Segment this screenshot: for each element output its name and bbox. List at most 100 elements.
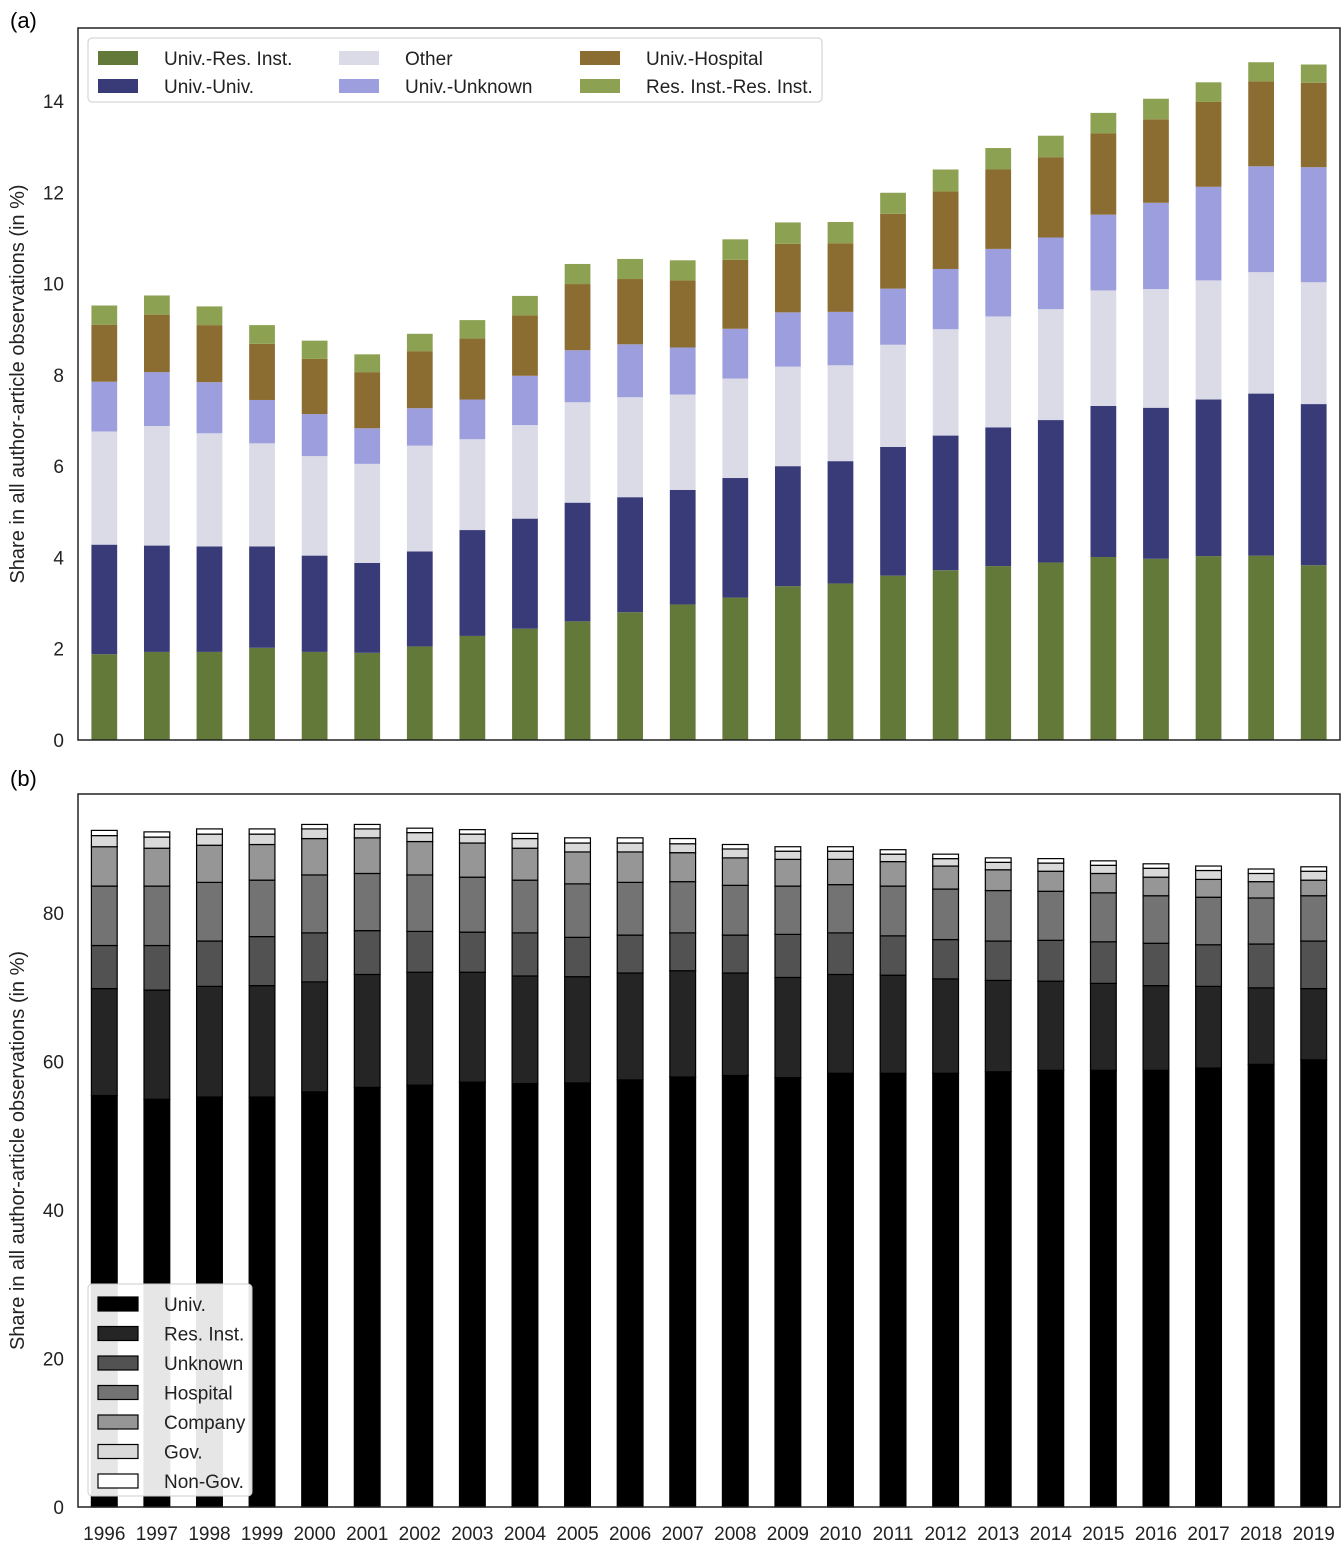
x-tick-label: 2013 (977, 1524, 1019, 1545)
bar-hospital-2009 (774, 885, 802, 935)
bar-other-2013 (985, 316, 1012, 428)
bar-hospital-2008 (721, 884, 749, 936)
bar-non-gov-2011 (879, 849, 907, 855)
bar-univ-unknown-1999 (249, 399, 275, 444)
bar-res-inst-res-inst-2019 (1300, 64, 1327, 83)
y-tick-label: 4 (53, 548, 64, 569)
bar-univ-2003 (458, 1081, 486, 1508)
bar-univ-hospital-1998 (196, 325, 223, 383)
bar-other-2000 (301, 456, 328, 556)
bar-univ-univ-2004 (512, 518, 538, 629)
bar-non-gov-2012 (932, 853, 960, 860)
bar-univ-res-inst-2001 (354, 652, 381, 740)
bar-non-gov-2006 (616, 837, 644, 844)
bar-gov-2017 (1195, 869, 1223, 881)
bar-company-2010 (826, 858, 854, 886)
legend-swatch-non-gov (97, 1473, 139, 1489)
bar-res-inst-res-inst-2017 (1195, 82, 1222, 102)
bar-univ-hospital-2000 (301, 358, 328, 415)
bar-company-2004 (511, 847, 539, 881)
bar-univ-2011 (879, 1072, 907, 1508)
bar-univ-unknown-2002 (406, 408, 433, 446)
bar-univ-res-inst-2015 (1090, 556, 1117, 740)
legend-box (87, 37, 823, 103)
bar-univ-unknown-2003 (459, 399, 486, 440)
bar-hospital-2001 (353, 872, 381, 932)
bar-company-2019 (1300, 879, 1328, 897)
bar-univ-hospital-2001 (354, 372, 381, 429)
bar-gov-2007 (669, 843, 697, 854)
bar-non-gov-2005 (564, 837, 592, 844)
bar-non-gov-1998 (195, 828, 223, 835)
y-tick-label: 20 (43, 1349, 64, 1370)
bar-company-2018 (1247, 881, 1275, 899)
bar-company-1999 (248, 843, 276, 881)
bar-univ-univ-2018 (1248, 393, 1275, 556)
bar-hospital-2014 (1037, 890, 1065, 941)
bar-univ-2008 (721, 1074, 749, 1508)
bar-unknown-1996 (90, 944, 118, 990)
bar-unknown-2012 (932, 938, 960, 980)
bar-univ-unknown-2015 (1090, 214, 1117, 291)
legend: Univ.-Res. Inst. Univ.-Univ. Other Univ.-Un… (87, 37, 823, 103)
bar-hospital-2005 (564, 883, 592, 938)
bar-company-2017 (1195, 878, 1223, 898)
bar-univ-unknown-2011 (880, 288, 906, 345)
y-tick-label: 14 (43, 92, 65, 113)
bar-univ-unknown-1996 (91, 381, 118, 432)
bar-univ-unknown-2008 (722, 328, 749, 379)
bar-univ-res-inst-2011 (880, 575, 906, 740)
plot-frame (77, 793, 1341, 1508)
bar-res-inst-2014 (1037, 980, 1065, 1071)
bar-company-1998 (195, 844, 223, 883)
y-axis-label: Share in all author-article observations… (7, 951, 29, 1350)
bar-res-inst-res-inst-2004 (512, 295, 538, 316)
bar-res-inst-2015 (1089, 982, 1117, 1071)
bar-other-2004 (512, 425, 538, 519)
bar-univ-hospital-2007 (669, 280, 696, 348)
plot-frame (77, 27, 1341, 741)
bar-res-inst-1996 (90, 987, 118, 1097)
bar-univ-hospital-1999 (249, 343, 275, 400)
bar-gov-2004 (511, 837, 539, 849)
bar-univ-res-inst-2014 (1037, 562, 1064, 740)
bar-other-2010 (827, 365, 854, 462)
legend-swatch-other (339, 51, 379, 65)
bar-company-2013 (984, 869, 1012, 892)
bar-other-2014 (1037, 309, 1064, 421)
bar-res-inst-res-inst-2012 (932, 169, 959, 192)
x-tick-label: 2003 (451, 1524, 493, 1545)
bar-company-2002 (406, 840, 434, 876)
bar-gov-2006 (616, 842, 644, 853)
bar-unknown-2003 (458, 931, 486, 973)
bar-univ-univ-2002 (406, 551, 433, 647)
x-tick-label: 2015 (1082, 1524, 1124, 1545)
bar-res-inst-res-inst-1998 (196, 306, 223, 326)
bar-res-inst-2008 (721, 972, 749, 1077)
bar-hospital-1998 (195, 881, 223, 942)
bar-unknown-2005 (564, 936, 592, 978)
bar-company-2012 (932, 865, 960, 890)
bar-unknown-1997 (143, 944, 171, 991)
bar-univ-1999 (248, 1096, 276, 1508)
bar-other-2002 (406, 445, 433, 552)
bar-hospital-2002 (406, 874, 434, 933)
bar-hospital-2003 (458, 876, 486, 933)
bar-unknown-2017 (1195, 944, 1223, 987)
bar-other-2012 (932, 329, 959, 436)
bar-univ-res-inst-2002 (406, 646, 433, 740)
bar-non-gov-2019 (1300, 866, 1328, 872)
bar-univ-unknown-1997 (143, 372, 170, 426)
bar-company-2011 (879, 860, 907, 887)
bar-univ-unknown-2000 (301, 414, 328, 457)
bar-non-gov-2013 (984, 857, 1012, 863)
bar-hospital-1997 (143, 885, 171, 947)
legend-swatch-hospital (97, 1384, 139, 1401)
bar-company-2009 (774, 858, 802, 887)
bar-univ-res-inst-1999 (249, 647, 275, 740)
panel-label-a: (a) (10, 8, 37, 33)
bar-univ-unknown-2004 (512, 375, 538, 426)
bar-unknown-2011 (879, 935, 907, 976)
bar-univ-hospital-2009 (774, 243, 801, 313)
panel-label-b: (b) (10, 766, 37, 791)
